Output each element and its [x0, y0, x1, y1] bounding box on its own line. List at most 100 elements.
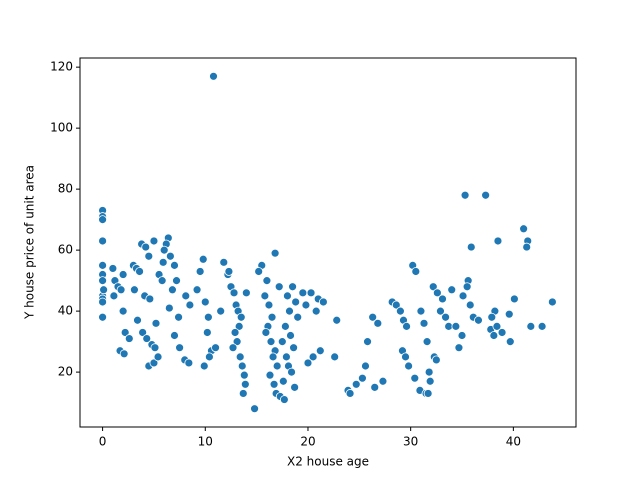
point [330, 352, 340, 362]
y-tick-label: 20 [58, 365, 73, 379]
point [98, 297, 107, 307]
point [332, 315, 342, 325]
point [153, 352, 163, 362]
y-tick-label: 80 [58, 182, 73, 196]
point [211, 343, 220, 353]
point [308, 352, 318, 362]
point [266, 337, 276, 347]
point [457, 331, 467, 340]
point [547, 297, 557, 307]
point [280, 321, 290, 331]
point [460, 190, 470, 200]
point [98, 260, 107, 270]
point [462, 282, 472, 292]
point [293, 312, 303, 322]
point [303, 358, 313, 368]
point [411, 267, 421, 276]
plot-frame [79, 57, 577, 428]
point [361, 361, 370, 371]
point [391, 300, 401, 310]
point [165, 251, 175, 261]
point [149, 236, 159, 246]
point [149, 358, 159, 368]
point [410, 373, 420, 383]
point [254, 267, 264, 276]
point [465, 300, 475, 310]
point [358, 373, 367, 383]
point [492, 321, 502, 331]
point [262, 276, 272, 286]
point [267, 312, 277, 322]
point [184, 358, 194, 368]
point [481, 190, 491, 200]
point [237, 361, 247, 371]
point [431, 355, 441, 365]
point [158, 257, 168, 267]
point [219, 257, 229, 267]
point [229, 288, 239, 298]
point [378, 376, 388, 386]
point [436, 306, 445, 316]
point [234, 321, 244, 331]
point [216, 306, 226, 316]
point [423, 389, 433, 398]
point [124, 334, 134, 343]
point [203, 312, 213, 322]
point [172, 276, 181, 286]
point [130, 285, 139, 295]
point [404, 361, 414, 371]
point [368, 312, 378, 322]
point [118, 270, 128, 279]
point [181, 291, 191, 301]
point [416, 306, 426, 316]
point [373, 318, 383, 328]
point [272, 361, 282, 371]
point [345, 389, 355, 398]
point [269, 379, 279, 389]
point [224, 267, 234, 276]
point [204, 352, 214, 362]
point [185, 300, 195, 310]
point [170, 331, 179, 340]
x-axis-label: X2 house age [287, 455, 369, 469]
point [198, 254, 208, 264]
point [99, 285, 109, 295]
point [118, 306, 128, 316]
point [318, 297, 328, 307]
point [493, 236, 503, 246]
point [526, 321, 536, 331]
y-tick-label: 120 [50, 60, 73, 74]
point [116, 285, 126, 295]
point [370, 382, 380, 392]
point [458, 291, 468, 301]
point [135, 267, 144, 276]
point [283, 291, 292, 301]
point [454, 343, 464, 353]
point [287, 367, 296, 377]
point [282, 352, 291, 362]
point [236, 312, 246, 322]
point [200, 297, 210, 307]
point [288, 282, 297, 292]
point [151, 318, 161, 328]
point [447, 285, 457, 295]
point [168, 285, 177, 295]
y-tick-label: 60 [58, 243, 73, 257]
point [424, 367, 434, 377]
y-axis-label: Y house price of unit area [23, 165, 37, 320]
point [285, 306, 294, 316]
point [109, 291, 119, 301]
point [142, 334, 152, 343]
point [451, 321, 461, 331]
point [509, 294, 519, 304]
point [133, 315, 142, 325]
point [241, 288, 251, 298]
point [192, 285, 202, 295]
point [487, 312, 497, 322]
point [202, 328, 212, 337]
point [432, 288, 442, 298]
point [363, 337, 372, 347]
point [466, 242, 476, 252]
point [277, 337, 287, 347]
